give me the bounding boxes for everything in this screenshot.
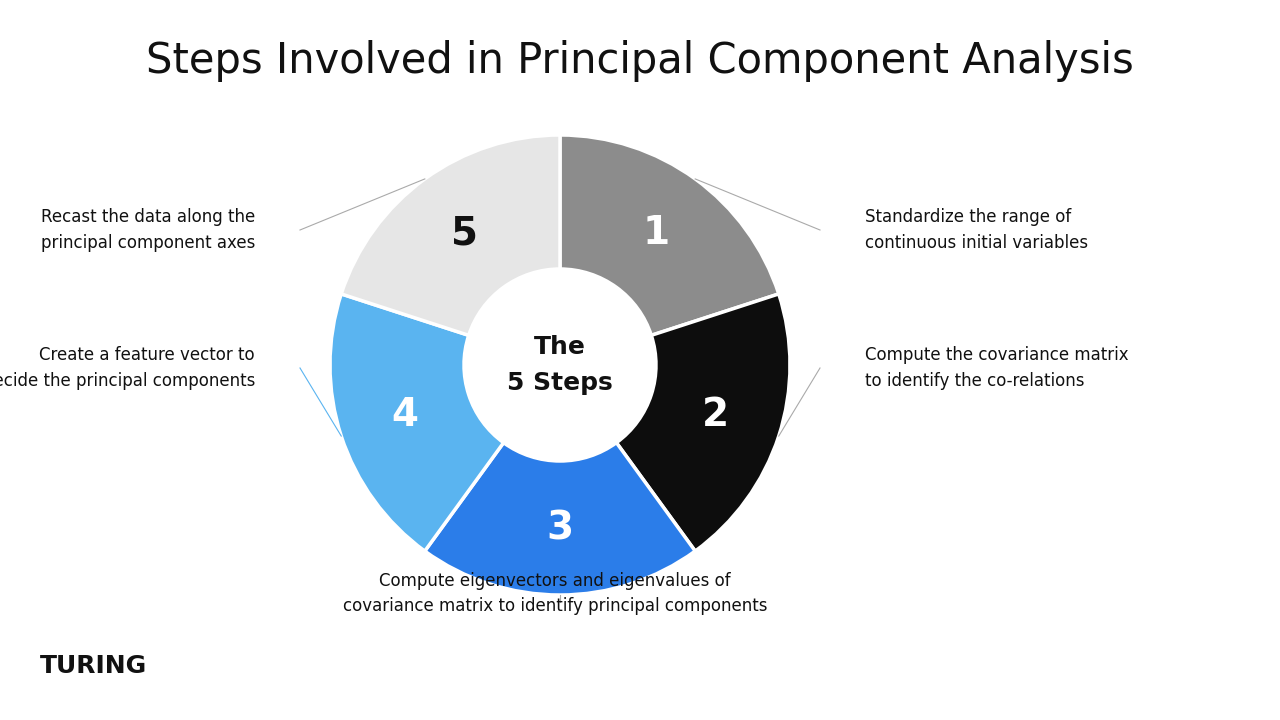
- Circle shape: [465, 269, 657, 461]
- Text: 2: 2: [701, 397, 728, 434]
- Text: Create a feature vector to
decide the principal components: Create a feature vector to decide the pr…: [0, 346, 255, 390]
- Text: 3: 3: [547, 509, 573, 547]
- Text: Compute eigenvectors and eigenvalues of
covariance matrix to identify principal : Compute eigenvectors and eigenvalues of …: [343, 572, 767, 615]
- Text: Compute the covariance matrix
to identify the co-relations: Compute the covariance matrix to identif…: [865, 346, 1129, 390]
- Text: Recast the data along the
principal component axes: Recast the data along the principal comp…: [41, 209, 255, 251]
- Wedge shape: [561, 135, 778, 336]
- Text: 4: 4: [392, 397, 419, 434]
- Text: TURING: TURING: [40, 654, 147, 678]
- Text: The: The: [534, 335, 586, 359]
- Wedge shape: [342, 135, 561, 336]
- Text: Standardize the range of
continuous initial variables: Standardize the range of continuous init…: [865, 209, 1088, 251]
- Wedge shape: [425, 443, 695, 595]
- Text: 1: 1: [643, 214, 669, 252]
- Text: 5 Steps: 5 Steps: [507, 371, 613, 395]
- Text: Steps Involved in Principal Component Analysis: Steps Involved in Principal Component An…: [146, 40, 1134, 82]
- Wedge shape: [617, 294, 790, 551]
- Wedge shape: [330, 294, 503, 551]
- Text: 5: 5: [451, 214, 477, 252]
